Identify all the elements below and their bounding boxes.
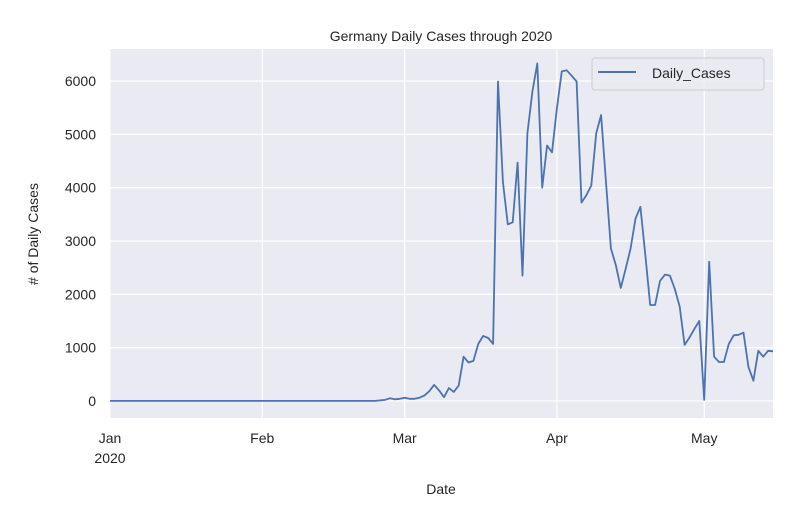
x-tick-label: Jan (99, 430, 122, 446)
y-tick-label: 2000 (65, 286, 96, 302)
legend-label: Daily_Cases (652, 65, 731, 81)
series-line-daily-cases (110, 62, 774, 402)
y-tick-labels: 0 1000 2000 3000 4000 5000 6000 (65, 73, 96, 409)
y-tick-label: 0 (88, 393, 96, 409)
x-tick-labels: Jan 2020 Feb Mar Apr May (94, 430, 717, 466)
chart-title: Germany Daily Cases through 2020 (330, 28, 553, 44)
x-axis-label: Date (426, 481, 456, 497)
y-tick-label: 3000 (65, 233, 96, 249)
y-tick-label: 4000 (65, 180, 96, 196)
x-tick-label: Mar (393, 430, 417, 446)
y-tick-label: 5000 (65, 126, 96, 142)
x-tick-label: Feb (250, 430, 274, 446)
x-tick-label: Apr (546, 430, 568, 446)
y-axis-label: # of Daily Cases (25, 183, 41, 285)
x-tick-sublabel: 2020 (94, 450, 125, 466)
y-tick-label: 6000 (65, 73, 96, 89)
plot-area (110, 49, 773, 418)
legend: Daily_Cases (591, 57, 765, 91)
x-tick-label: May (691, 430, 717, 446)
y-tick-label: 1000 (65, 340, 96, 356)
